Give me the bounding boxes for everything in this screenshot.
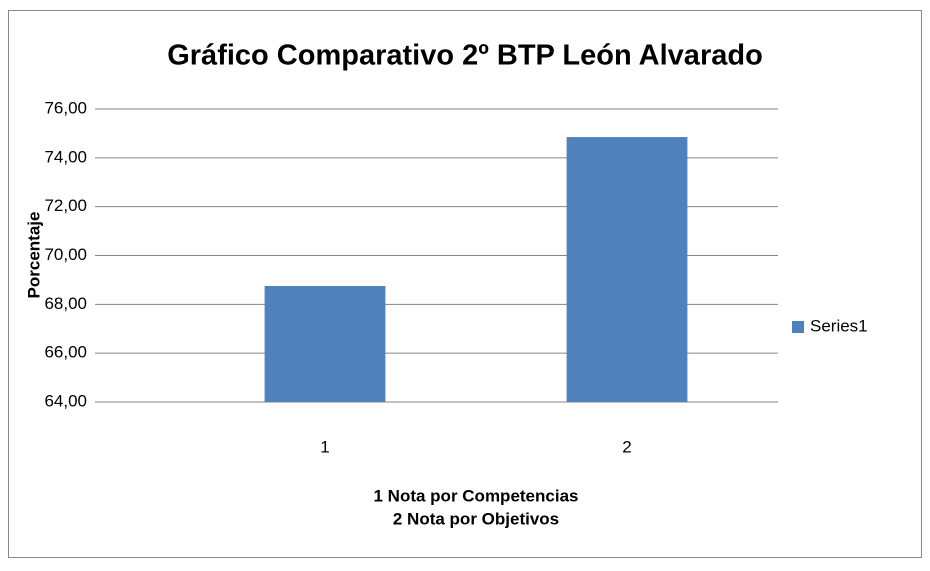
x-axis-label: 1 Nota por Competencias bbox=[374, 486, 579, 505]
legend-label: Series1 bbox=[810, 316, 868, 335]
legend-swatch bbox=[792, 321, 804, 333]
y-tick-label: 76,00 bbox=[44, 98, 87, 117]
bar bbox=[566, 137, 688, 402]
y-tick-label: 68,00 bbox=[44, 294, 87, 313]
y-tick-label: 70,00 bbox=[44, 245, 87, 264]
chart-border bbox=[8, 10, 922, 558]
y-axis-label: Porcentaje bbox=[24, 212, 43, 299]
y-tick-label: 72,00 bbox=[44, 196, 87, 215]
y-tick-label: 66,00 bbox=[44, 343, 87, 362]
x-axis-label: 2 Nota por Objetivos bbox=[393, 509, 559, 528]
chart-title: Gráfico Comparativo 2º BTP León Alvarado bbox=[167, 40, 763, 72]
x-tick-label: 1 bbox=[320, 437, 329, 456]
bar bbox=[264, 286, 386, 402]
x-tick-label: 2 bbox=[622, 437, 631, 456]
y-tick-label: 74,00 bbox=[44, 147, 87, 166]
y-tick-label: 64,00 bbox=[44, 391, 87, 410]
